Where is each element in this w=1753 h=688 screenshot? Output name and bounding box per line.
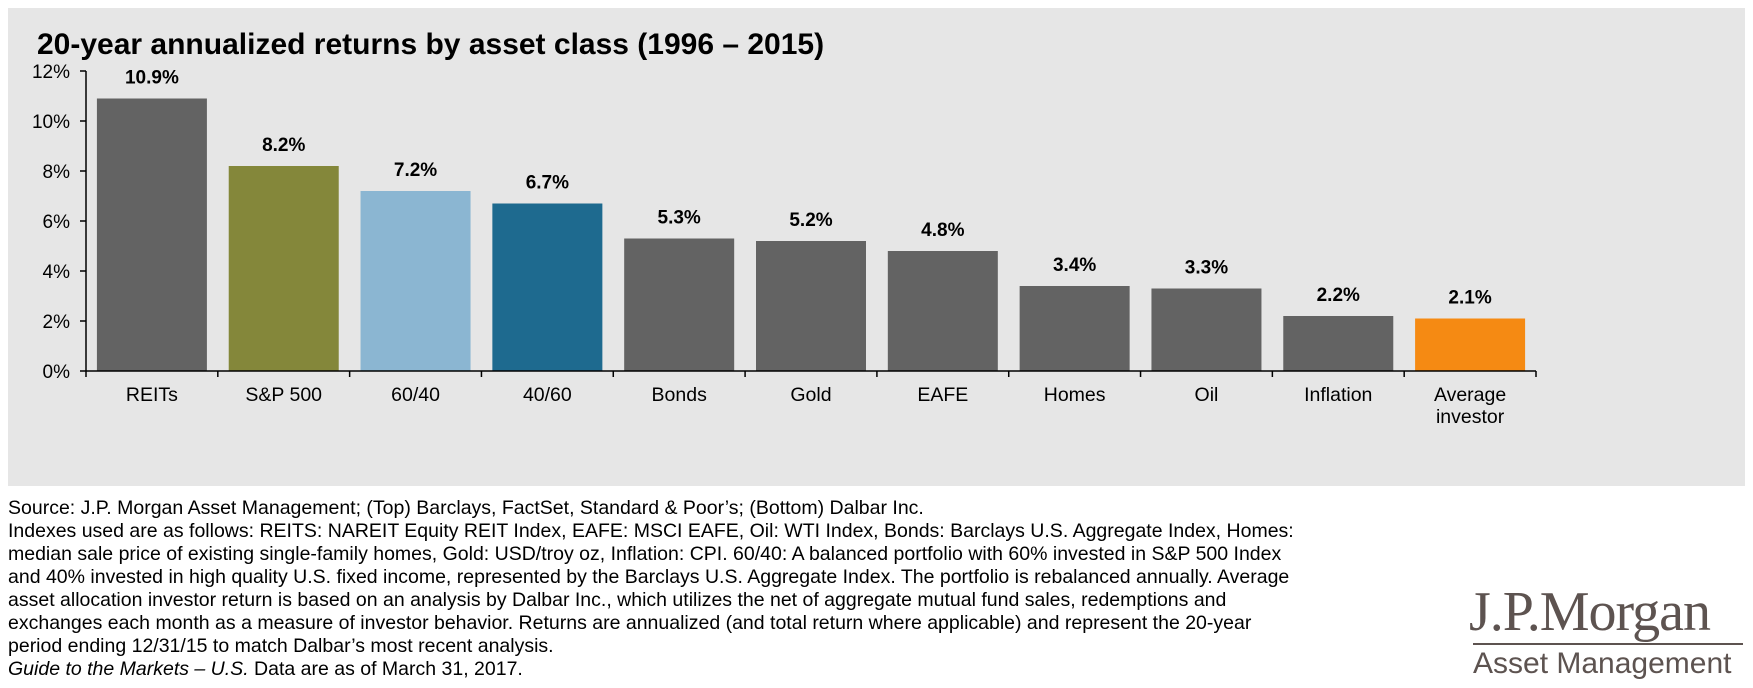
y-tick-label: 0%: [43, 362, 71, 383]
index-note-line: exchanges each month as a measure of inv…: [8, 612, 1252, 634]
index-note-line: period ending 12/31/15 to match Dalbar’s…: [8, 635, 554, 657]
y-tick-label: 8%: [43, 162, 71, 183]
index-note-line: asset allocation investor return is base…: [8, 589, 1227, 611]
index-note-line: and 40% invested in high quality U.S. fi…: [8, 566, 1290, 588]
data-label: 3.4%: [1053, 255, 1096, 276]
bar: [492, 203, 603, 371]
y-tick-label: 4%: [43, 262, 71, 283]
bar-chart: 0% 2% 4% 6% 8% 10% 12% 10.9% REITs 8.2% S&P 500 7.2…: [32, 62, 1537, 428]
data-label: 3.3%: [1185, 258, 1228, 279]
bar: [1415, 318, 1526, 371]
y-tick-label: 6%: [43, 212, 71, 233]
category-label: 60/40: [391, 384, 440, 406]
data-label: 2.1%: [1448, 288, 1491, 309]
data-date-note: Guide to the Markets – U.S. Data are as …: [8, 658, 1448, 681]
data-label: 7.2%: [394, 160, 437, 181]
chart-title: 20-year annualized returns by asset clas…: [37, 28, 825, 61]
chart-panel: 20-year annualized returns by asset clas…: [8, 8, 1745, 486]
data-label: 10.9%: [125, 68, 179, 89]
bar: [96, 98, 207, 371]
category-label: 40/60: [523, 384, 572, 406]
bar: [228, 166, 339, 371]
data-label: 4.8%: [921, 220, 964, 241]
index-note-line: median sale price of existing single-fam…: [8, 543, 1282, 565]
source-note: Source: J.P. Morgan Asset Management; (T…: [8, 497, 924, 519]
category-label: S&P 500: [245, 384, 322, 406]
data-label: 6.7%: [526, 173, 569, 194]
category-label: Homes: [1044, 384, 1106, 406]
data-label: 2.2%: [1317, 285, 1360, 306]
bar: [1283, 316, 1394, 371]
data-date: Data are as of March 31, 2017.: [248, 658, 523, 680]
category-label: REITs: [126, 384, 178, 406]
bar: [1151, 288, 1262, 371]
logo-wordmark: J.P.Morgan: [1469, 581, 1711, 643]
logo-divider: [1473, 643, 1743, 645]
bar: [1019, 286, 1130, 371]
bar: [624, 238, 735, 371]
index-note-line: Indexes used are as follows: REITS: NARE…: [8, 520, 1294, 542]
data-label: 8.2%: [262, 135, 305, 156]
logo-subtitle: Asset Management: [1473, 647, 1732, 680]
bar: [887, 251, 998, 371]
category-label: Average investor: [1434, 384, 1506, 428]
category-label: Bonds: [652, 384, 708, 406]
category-label: Inflation: [1304, 384, 1372, 406]
category-label: EAFE: [917, 384, 968, 406]
jpmorgan-logo: J.P.Morgan Asset Management: [1455, 580, 1750, 685]
bar: [360, 191, 471, 371]
category-label: Oil: [1195, 384, 1219, 406]
data-label: 5.2%: [789, 210, 832, 231]
y-tick-label: 2%: [43, 312, 71, 333]
category-label: Gold: [790, 384, 831, 406]
guide-title: Guide to the Markets – U.S.: [8, 658, 249, 680]
y-tick-label: 10%: [32, 112, 70, 133]
bar: [756, 241, 866, 371]
footnotes: Source: J.P. Morgan Asset Management; (T…: [8, 497, 1448, 681]
data-label: 5.3%: [658, 208, 701, 229]
y-tick-label: 12%: [32, 62, 70, 83]
